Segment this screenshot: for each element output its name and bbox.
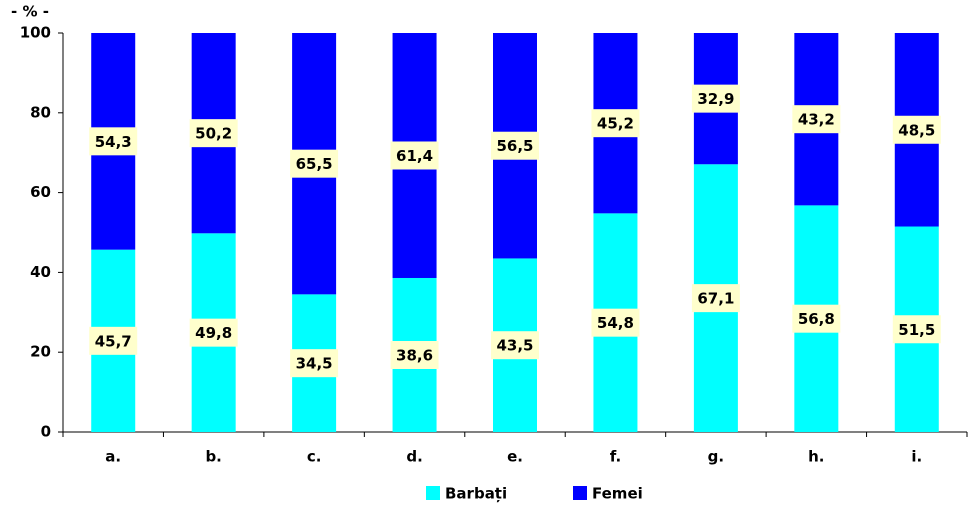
y-unit-label: - % - (11, 3, 49, 21)
data-label-box (691, 84, 740, 113)
y-tick-label: 20 (30, 343, 51, 361)
data-label: 43,5 (496, 337, 533, 355)
legend-swatch (426, 486, 440, 500)
data-label: 50,2 (195, 125, 232, 143)
y-tick-label: 80 (30, 103, 51, 121)
data-label-box (390, 340, 439, 369)
data-label-box (290, 349, 339, 378)
x-tick-label: c. (307, 448, 322, 466)
legend-swatch (573, 486, 587, 500)
x-tick-label: d. (406, 448, 422, 466)
data-label-box (892, 315, 941, 344)
data-label: 54,3 (95, 133, 132, 151)
x-tick-label: g. (708, 448, 724, 466)
data-label-box (89, 127, 138, 156)
data-label-box (491, 331, 539, 360)
data-label-box (892, 115, 941, 144)
data-label: 34,5 (296, 355, 333, 373)
legend-label: Femei (592, 485, 643, 503)
data-label: 61,4 (396, 147, 433, 165)
x-tick-label: h. (808, 448, 824, 466)
data-label-box (390, 141, 439, 170)
x-tick-label: f. (610, 448, 621, 466)
data-label-box (290, 149, 339, 178)
data-label-box (691, 284, 740, 313)
data-label-box (189, 119, 238, 148)
data-label-box (792, 105, 841, 134)
data-label-box (189, 318, 238, 347)
data-label-box (591, 308, 640, 337)
data-label: 49,8 (195, 324, 232, 342)
x-tick-label: i. (911, 448, 922, 466)
y-tick-label: 60 (30, 183, 51, 201)
legend-label: Barbați (445, 485, 507, 503)
data-label: 48,5 (898, 121, 935, 139)
y-tick-label: 0 (41, 423, 51, 441)
data-label: 67,1 (697, 290, 734, 308)
data-label: 45,7 (95, 332, 132, 350)
x-tick-label: a. (105, 448, 121, 466)
data-label-box (491, 131, 539, 160)
y-tick-label: 100 (20, 24, 51, 42)
data-label: 38,6 (396, 346, 433, 364)
data-label: 32,9 (697, 90, 734, 108)
data-label: 65,5 (296, 155, 333, 173)
data-label: 43,2 (798, 111, 835, 129)
x-tick-label: e. (507, 448, 523, 466)
data-label-box (89, 326, 138, 355)
data-label: 56,5 (496, 137, 533, 155)
data-label-box (792, 304, 841, 333)
data-label: 51,5 (898, 321, 935, 339)
data-label: 54,8 (597, 314, 634, 332)
data-label-box (591, 109, 640, 138)
data-label: 45,2 (597, 115, 634, 133)
data-label: 56,8 (798, 310, 835, 328)
y-tick-label: 40 (30, 263, 51, 281)
x-tick-label: b. (205, 448, 221, 466)
